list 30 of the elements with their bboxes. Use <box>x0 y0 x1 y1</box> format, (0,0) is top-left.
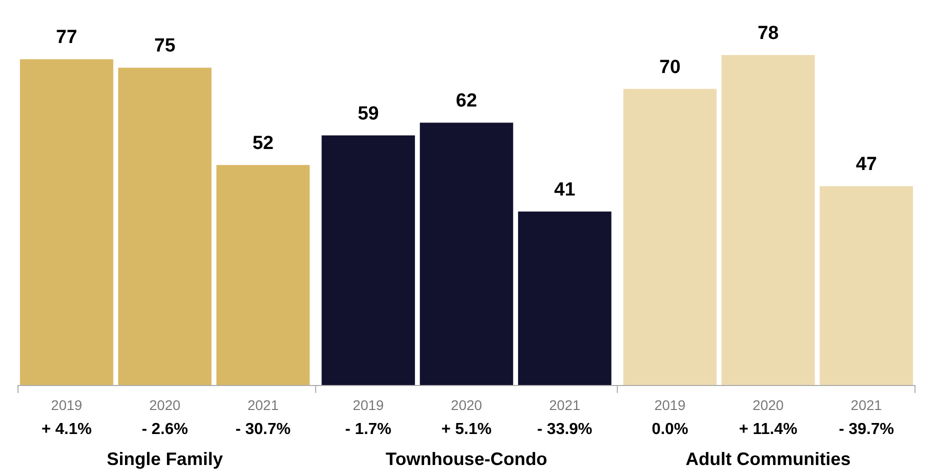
x-axis-title: Single Family <box>106 449 223 469</box>
x-axis-title: Townhouse-Condo <box>386 449 548 469</box>
x-tick-label: 2019 <box>352 397 384 413</box>
x-tick-label: 2019 <box>654 397 686 413</box>
data-label: 78 <box>758 23 779 44</box>
x-tick-label: 2019 <box>51 397 82 413</box>
data-label: 52 <box>252 133 274 154</box>
text: - 39.7% <box>838 421 894 438</box>
x-tick-label: 2020 <box>752 397 784 413</box>
data-label: 62 <box>456 90 478 112</box>
data-label: 75 <box>154 36 176 57</box>
text: - 1.7% <box>345 421 392 438</box>
text: - 30.7% <box>235 421 291 438</box>
data-label: 59 <box>358 103 379 124</box>
x-tick-label: 2021 <box>850 397 882 413</box>
data-label: 41 <box>554 180 576 201</box>
text: - 2.6% <box>142 421 188 438</box>
text: + 11.4% <box>739 421 798 438</box>
x-axis-title: Adult Communities <box>686 449 851 469</box>
text: 0.0% <box>652 421 688 438</box>
data-label: 70 <box>659 56 681 78</box>
text: + 5.1% <box>441 421 492 438</box>
x-tick-label: 2020 <box>450 397 482 413</box>
data-label: 47 <box>856 154 877 176</box>
data-label: 77 <box>56 27 78 48</box>
x-tick-label: 2021 <box>247 397 279 413</box>
x-tick-label: 2020 <box>149 397 181 413</box>
text: - 33.9% <box>537 421 592 438</box>
text: + 4.1% <box>41 421 92 438</box>
x-tick-label: 2021 <box>549 397 580 413</box>
